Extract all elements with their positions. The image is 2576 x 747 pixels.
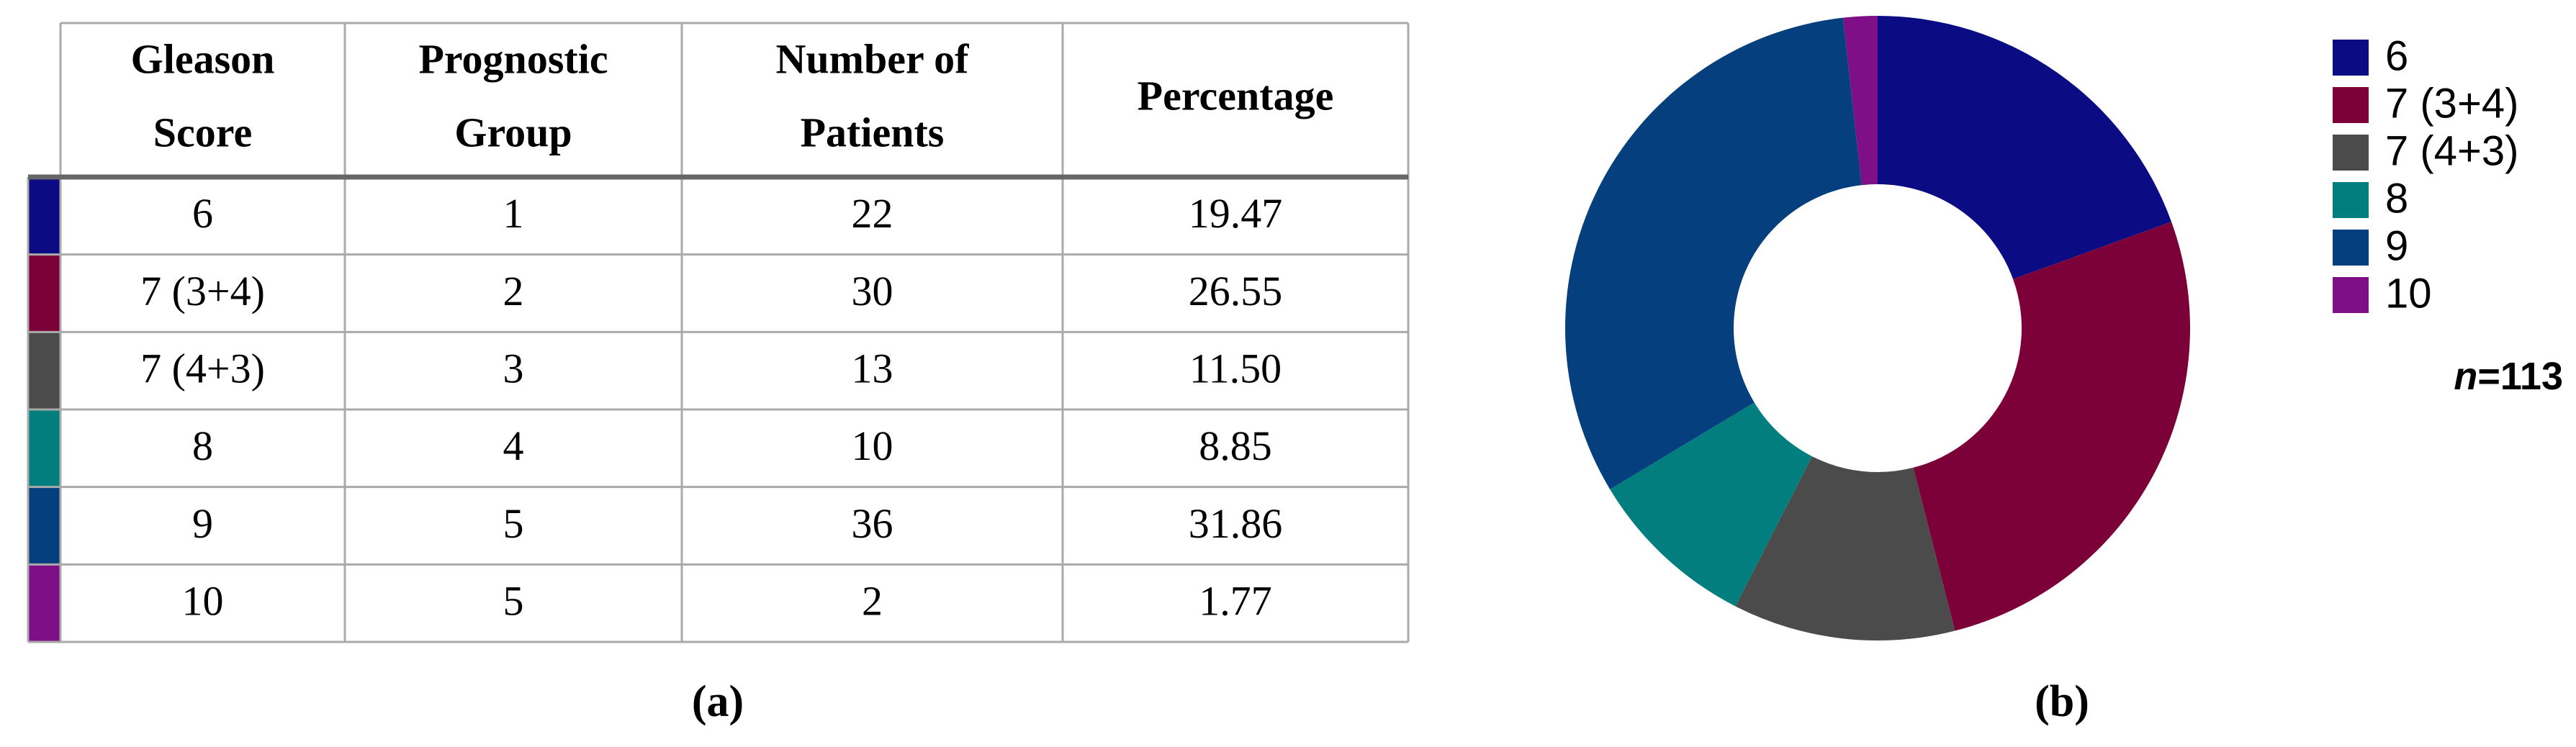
legend-swatch	[2333, 40, 2369, 76]
table-cell: 10	[852, 422, 893, 469]
annotation-part: =113	[2477, 355, 2563, 398]
column-header: Prognostic	[418, 35, 608, 82]
donut-segment	[1564, 17, 1862, 489]
table-cell: 7 (4+3)	[140, 345, 265, 391]
table-cell: 19.47	[1189, 190, 1283, 237]
row-color-marker	[28, 332, 60, 409]
annotation: n=113	[2454, 355, 2563, 398]
table-cell: 31.86	[1189, 500, 1283, 547]
donut-segment	[1610, 402, 1812, 607]
row-color-marker	[28, 177, 60, 255]
column-header: Number of	[776, 35, 970, 82]
legend-swatch	[2333, 135, 2369, 171]
table: 6 1 22 19.47 7 (3+4) 2 30 26.55 7 (4+3) 3 13 11.50 8…	[27, 22, 1410, 643]
donut-segment	[1878, 16, 2172, 279]
table-cell: 6	[192, 190, 213, 237]
table-cell: 9	[192, 500, 213, 547]
legend-swatch	[2333, 277, 2369, 313]
table-cell: 3	[503, 345, 524, 391]
legend-label: 10	[2385, 270, 2432, 317]
legend-swatch	[2333, 87, 2369, 123]
row-color-marker	[28, 254, 60, 332]
column-header: Percentage	[1138, 72, 1334, 119]
row-color-marker	[28, 409, 60, 487]
table-cell: 13	[852, 345, 893, 391]
legend-swatch	[2333, 182, 2369, 218]
legend-swatch	[2333, 230, 2369, 266]
table-cell: 2	[862, 577, 883, 624]
legend-label: 7 (4+3)	[2385, 127, 2518, 174]
column-header: Gleason	[131, 35, 275, 82]
column-header: Patients	[801, 109, 945, 155]
row-color-marker	[28, 486, 60, 565]
donut-segment	[1913, 222, 2190, 631]
table-cell: 4	[503, 422, 524, 469]
caption: (b)	[2035, 677, 2089, 726]
legend-label: 7 (3+4)	[2385, 80, 2518, 127]
donut-segment	[1842, 16, 1878, 186]
table-cell: 26.55	[1189, 268, 1283, 314]
legend-label: 9	[2385, 222, 2408, 269]
table-cell: 2	[503, 268, 524, 314]
table-cell: 7 (3+4)	[140, 268, 265, 314]
table-cell: 5	[503, 577, 524, 624]
table-cell: 8.85	[1199, 422, 1272, 469]
table-cell: 36	[852, 500, 893, 547]
legend-label: 8	[2385, 175, 2408, 222]
table-cell: 22	[852, 190, 893, 237]
table-cell: 5	[503, 500, 524, 547]
donut-segment	[1735, 456, 1955, 640]
legend-label: 6	[2385, 32, 2408, 79]
table-cell: 11.50	[1189, 345, 1282, 391]
caption: (a)	[692, 677, 744, 726]
table-cell: 1	[503, 190, 524, 237]
annotation-part: n	[2454, 355, 2477, 398]
table-cell: 10	[182, 577, 224, 624]
table-cell: 1.77	[1199, 577, 1272, 624]
table-cell: 8	[192, 422, 213, 469]
column-header: Group	[454, 109, 572, 155]
column-header: Score	[153, 109, 252, 155]
row-color-marker	[28, 564, 60, 642]
table-cell: 30	[852, 268, 893, 314]
